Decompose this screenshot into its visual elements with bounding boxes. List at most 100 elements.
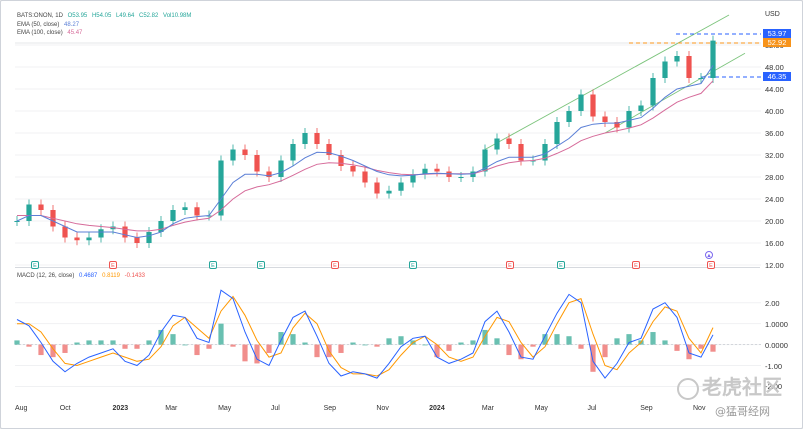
earnings-marker-icon[interactable]: E bbox=[31, 261, 39, 269]
macd-histogram-bar bbox=[182, 344, 188, 346]
price-tick-label: 12.00 bbox=[765, 261, 784, 270]
macd-tick-label: -1.00 bbox=[765, 361, 783, 371]
candle-body bbox=[518, 144, 524, 161]
candle-body bbox=[662, 61, 668, 78]
channel-upper-line bbox=[484, 14, 730, 150]
macd-histogram-bar bbox=[386, 338, 392, 345]
ema100-line bbox=[17, 80, 714, 232]
earnings-marker-icon[interactable]: E bbox=[632, 261, 640, 269]
watermark-icon bbox=[677, 377, 699, 400]
macd-histogram-bar bbox=[98, 340, 104, 345]
candle-body bbox=[62, 226, 68, 238]
macd-tick-label: -2.00 bbox=[765, 382, 783, 392]
candle-body bbox=[350, 166, 356, 172]
watermark-author: @猛哥经网 bbox=[715, 405, 770, 418]
macd-histogram-bar bbox=[614, 338, 620, 345]
candle-body bbox=[626, 111, 632, 128]
signal-value: 0.8119 bbox=[102, 273, 120, 279]
pane-separator[interactable] bbox=[15, 267, 760, 268]
high-value: H54.05 bbox=[91, 13, 112, 19]
candle-body bbox=[290, 144, 296, 161]
macd-histogram-bar bbox=[218, 323, 224, 345]
price-tick-label: 48.00 bbox=[765, 63, 784, 72]
candle-body bbox=[554, 122, 560, 144]
candle-body bbox=[686, 56, 692, 78]
macd-histogram-bar bbox=[110, 340, 116, 345]
earnings-marker-icon[interactable]: E bbox=[257, 261, 265, 269]
candle-body bbox=[578, 94, 584, 111]
macd-histogram-bar bbox=[86, 340, 92, 345]
macd-histogram-bar bbox=[14, 340, 20, 345]
candle-body bbox=[98, 229, 104, 238]
candle-body bbox=[638, 105, 644, 111]
earnings-marker-icon[interactable]: E bbox=[557, 261, 565, 269]
macd-histogram-bar bbox=[530, 344, 536, 347]
earnings-marker-icon[interactable]: E bbox=[506, 261, 514, 269]
macd-histogram-bar bbox=[26, 344, 32, 347]
earnings-marker-icon[interactable]: E bbox=[331, 261, 339, 269]
earnings-marker-icon[interactable]: E bbox=[109, 261, 117, 269]
ema50-line bbox=[16, 65, 714, 239]
macd-histogram-bar bbox=[422, 344, 428, 346]
macd-line bbox=[16, 289, 714, 379]
time-tick-label: Sep bbox=[323, 405, 337, 412]
macd-histogram-bar bbox=[482, 329, 488, 345]
volume-value: Vol10.98M bbox=[163, 13, 192, 19]
time-tick-label: Jul bbox=[587, 405, 597, 412]
candle-body bbox=[422, 168, 428, 175]
macd-histogram-bar bbox=[314, 344, 320, 358]
dividend-marker-icon[interactable]: ▲ bbox=[705, 251, 713, 259]
time-tick-label: Nov bbox=[376, 405, 389, 412]
macd-histogram-bar bbox=[350, 342, 356, 345]
earnings-marker-icon[interactable]: E bbox=[209, 261, 217, 269]
macd-histogram-bar bbox=[434, 344, 440, 358]
time-tick-label: Oct bbox=[59, 405, 71, 412]
macd-histogram-bar bbox=[554, 334, 560, 345]
macd-histogram-bar bbox=[506, 344, 512, 356]
candle-body bbox=[386, 190, 392, 194]
macd-histogram-bar bbox=[518, 344, 524, 360]
time-tick-label: Nov bbox=[693, 405, 706, 412]
earnings-marker-icon[interactable]: E bbox=[707, 261, 715, 269]
candle-body bbox=[494, 138, 500, 150]
candle-body bbox=[650, 78, 656, 106]
macd-histogram-bar bbox=[626, 334, 632, 345]
candle-body bbox=[410, 174, 416, 183]
candle-body bbox=[338, 155, 344, 166]
macd-histogram-bar bbox=[494, 338, 500, 345]
macd-histogram-bar bbox=[50, 344, 56, 358]
price-tick-label: 40.00 bbox=[765, 107, 784, 116]
macd-histogram-bar bbox=[602, 344, 608, 358]
candle-body bbox=[710, 40, 716, 78]
macd-histogram-bar bbox=[710, 344, 716, 352]
candle-body bbox=[506, 138, 512, 144]
candle-body bbox=[614, 122, 620, 128]
candle-body bbox=[194, 207, 200, 216]
ema50-legend[interactable]: EMA (50, close) 48.27 bbox=[17, 21, 79, 29]
time-tick-label: May bbox=[218, 405, 232, 412]
candle-body bbox=[374, 182, 380, 194]
candle-body bbox=[182, 207, 188, 210]
earnings-marker-icon[interactable]: E bbox=[409, 261, 417, 269]
macd-histogram-bar bbox=[338, 344, 344, 353]
macd-histogram-bar bbox=[194, 344, 200, 356]
macd-histogram-bar bbox=[74, 342, 80, 345]
candle-body bbox=[218, 160, 224, 216]
macd-histogram-bar bbox=[206, 344, 212, 349]
price-tick-label: 36.00 bbox=[765, 129, 784, 138]
candle-body bbox=[302, 133, 308, 144]
macd-histogram-bar bbox=[62, 344, 68, 353]
macd-histogram-bar bbox=[302, 342, 308, 345]
macd-histogram-bar bbox=[170, 334, 176, 345]
candle-body bbox=[434, 168, 440, 172]
candle-body bbox=[230, 149, 236, 161]
time-tick-label: 2023 bbox=[112, 405, 129, 412]
price-level-tag: 46.35 bbox=[763, 72, 791, 81]
macd-histogram-bar bbox=[542, 334, 548, 345]
ema100-legend[interactable]: EMA (100, close) 45.47 bbox=[17, 29, 82, 37]
candle-body bbox=[458, 177, 464, 178]
macd-tick-label: 0.0000 bbox=[765, 340, 788, 350]
ema100-label: EMA (100, close) bbox=[17, 30, 63, 36]
macd-legend[interactable]: MACD (12, 26, close) 0.4687 0.8119 -0.14… bbox=[17, 272, 145, 280]
